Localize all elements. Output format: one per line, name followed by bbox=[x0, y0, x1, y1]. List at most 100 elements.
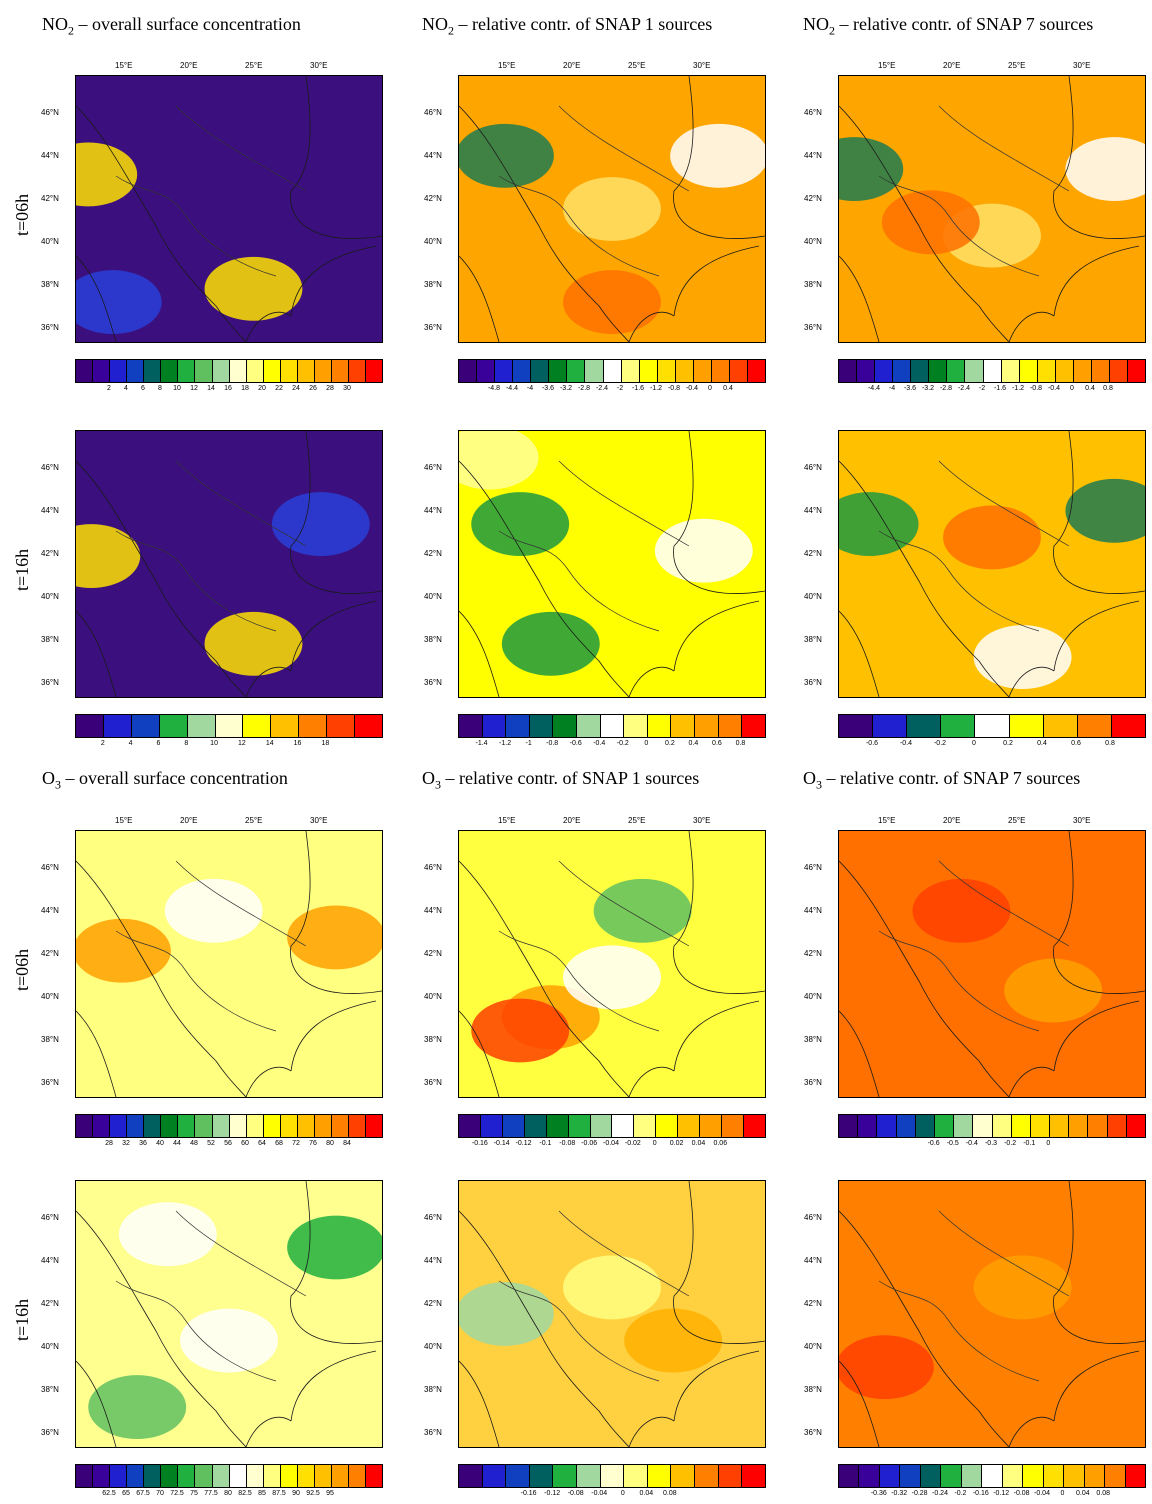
colorbar-swatch bbox=[110, 1465, 128, 1487]
field-region bbox=[287, 1215, 382, 1280]
colorbar-swatch bbox=[873, 715, 908, 737]
concentration-field bbox=[459, 831, 765, 1097]
colorbar-swatch bbox=[1125, 1465, 1146, 1487]
colorbar-ticks: -4.8 -4.4 -4 -3.6 -3.2 -2.8 -2.4 -2 -1.6 -1.2 -0.8… bbox=[458, 385, 764, 395]
colorbar-swatch bbox=[1111, 715, 1145, 737]
colorbar-tick-label: 72 bbox=[292, 1140, 300, 1147]
lat-label: 44°N bbox=[424, 906, 442, 915]
colorbar-swatch bbox=[577, 715, 601, 737]
colorbar-swatch bbox=[1109, 360, 1128, 382]
colorbar-tick-label: 2 bbox=[100, 740, 105, 747]
colorbar-ticks: -0.16 -0.14 -0.12 -0.1 -0.08 -0.06 -0.04 -0.02 0… bbox=[458, 1140, 764, 1150]
lat-label: 40°N bbox=[424, 592, 442, 601]
field-region bbox=[624, 1308, 723, 1373]
colorbar-swatch bbox=[1002, 1465, 1024, 1487]
colorbar-tick-label: 0 bbox=[1070, 385, 1074, 392]
colorbar bbox=[838, 1464, 1146, 1488]
colorbar-swatch bbox=[983, 360, 1002, 382]
colorbar-tick-label: -1.2 bbox=[499, 740, 512, 747]
colorbar-swatch bbox=[349, 360, 367, 382]
lat-label: 46°N bbox=[41, 863, 59, 872]
field-region bbox=[501, 611, 600, 676]
title-species: NO bbox=[42, 14, 68, 34]
map-panel bbox=[838, 75, 1146, 343]
colorbar-tick-label: -0.12 bbox=[515, 1140, 532, 1147]
field-region bbox=[563, 270, 661, 335]
colorbar-swatch bbox=[229, 360, 247, 382]
country-border bbox=[115, 105, 307, 277]
colorbar-swatch bbox=[859, 1465, 880, 1487]
colorbar bbox=[75, 359, 383, 383]
colorbar-tick-label: 0.6 bbox=[712, 740, 722, 747]
colorbar-ticks: -0.6 -0.5 -0.4 -0.3 -0.2 -0.1 0 bbox=[838, 1140, 1144, 1150]
concentration-field bbox=[76, 1181, 382, 1447]
colorbar-swatch bbox=[506, 715, 530, 737]
concentration-field bbox=[839, 76, 1145, 342]
colorbar-tick-label: 8 bbox=[184, 740, 189, 747]
lat-label: 36°N bbox=[41, 1078, 59, 1087]
lat-label: 46°N bbox=[424, 463, 442, 472]
lat-label: 44°N bbox=[41, 1256, 59, 1265]
lon-label: 20°E bbox=[563, 61, 581, 70]
colorbar-swatch bbox=[280, 360, 298, 382]
colorbar-swatch bbox=[1088, 1115, 1108, 1137]
field-region bbox=[287, 905, 382, 970]
colorbar-tick-label: 0.4 bbox=[688, 740, 699, 747]
colorbar-tick-label: 60 bbox=[241, 1140, 249, 1147]
lat-label: 44°N bbox=[804, 1256, 822, 1265]
colorbar-swatch bbox=[246, 1465, 264, 1487]
lat-label: 36°N bbox=[804, 1078, 822, 1087]
field-region bbox=[973, 1255, 1072, 1320]
colorbar-swatch bbox=[314, 1115, 332, 1137]
country-border bbox=[115, 1210, 307, 1382]
colorbar-swatch bbox=[920, 1465, 942, 1487]
lat-label: 38°N bbox=[804, 1385, 822, 1394]
colorbar-swatch bbox=[907, 715, 942, 737]
concentration-field bbox=[76, 76, 382, 342]
field-region bbox=[180, 1308, 278, 1373]
lat-label: 42°N bbox=[41, 194, 59, 203]
colorbar-tick-label: 80 bbox=[224, 1490, 232, 1497]
colorbar-ticks: 28 32 36 40 44 48 52 56 60 64 68 72 76 80 84 bbox=[75, 1140, 381, 1150]
colorbar-swatch bbox=[178, 360, 196, 382]
lat-label: 44°N bbox=[804, 506, 822, 515]
lat-label: 38°N bbox=[41, 280, 59, 289]
colorbar-swatch bbox=[585, 360, 604, 382]
lat-label: 40°N bbox=[41, 592, 59, 601]
colorbar-tick-label: -0.4 bbox=[1047, 385, 1061, 392]
colorbar-swatch bbox=[624, 715, 648, 737]
colorbar-tick-label: 0.4 bbox=[1085, 385, 1095, 392]
colorbar-tick-label: 90 bbox=[292, 1490, 300, 1497]
colorbar-swatch bbox=[1069, 1115, 1089, 1137]
colorbar-tick-label: 0.2 bbox=[664, 740, 675, 747]
colorbar-tick-label: 4 bbox=[124, 385, 128, 392]
lat-label: 46°N bbox=[804, 108, 822, 117]
colorbar-tick-label: 10 bbox=[210, 740, 218, 747]
lat-label: 38°N bbox=[804, 635, 822, 644]
coastline bbox=[76, 76, 382, 342]
lat-label: 36°N bbox=[41, 323, 59, 332]
colorbar-swatch bbox=[590, 1115, 613, 1137]
lon-label: 20°E bbox=[180, 816, 198, 825]
colorbar-swatch bbox=[246, 360, 264, 382]
colorbar-tick-label: -3.2 bbox=[921, 385, 935, 392]
colorbar-swatch bbox=[349, 1115, 367, 1137]
colorbar-tick-label: -1.2 bbox=[1011, 385, 1025, 392]
map-panel bbox=[75, 830, 383, 1098]
colorbar-tick-label: 84 bbox=[343, 1140, 351, 1147]
colorbar-tick-label: 0.04 bbox=[691, 1140, 706, 1147]
colorbar-tick-label: -0.04 bbox=[591, 1490, 608, 1497]
country-border bbox=[115, 860, 307, 1032]
colorbar-tick-label: -0.14 bbox=[493, 1140, 510, 1147]
colorbar-swatch bbox=[263, 1115, 281, 1137]
colorbar-swatch bbox=[839, 360, 858, 382]
colorbar-tick-label: 77.5 bbox=[204, 1490, 218, 1497]
colorbar-swatch bbox=[331, 1465, 349, 1487]
field-region bbox=[459, 1282, 554, 1346]
colorbar-swatch bbox=[1023, 1465, 1044, 1487]
colorbar-swatch bbox=[839, 1465, 860, 1487]
row-label: t=06h bbox=[12, 948, 32, 991]
coastline bbox=[459, 1181, 765, 1447]
colorbar-tick-label: -0.12 bbox=[993, 1490, 1010, 1497]
colorbar-tick-label: 56 bbox=[224, 1140, 232, 1147]
